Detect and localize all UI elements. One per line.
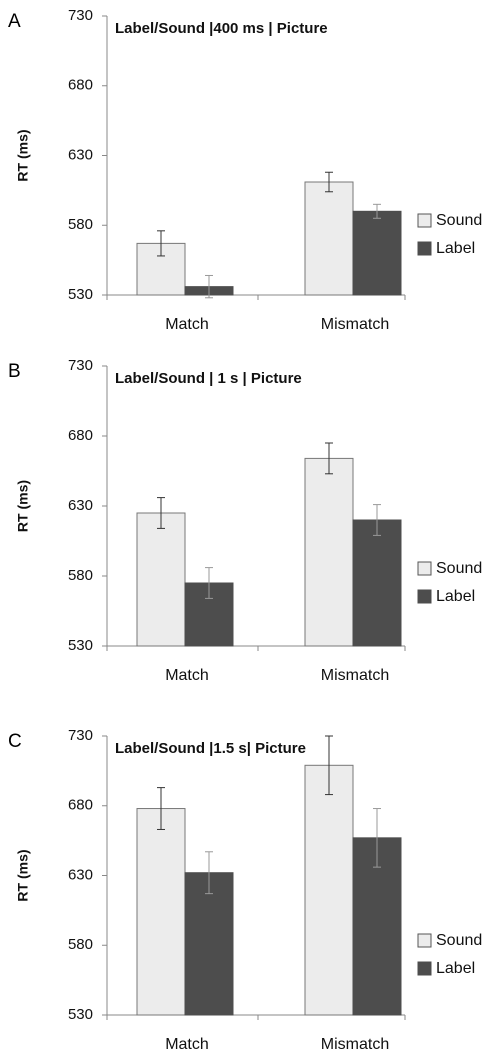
legend-label-label: Label bbox=[436, 588, 475, 605]
chart-panel-b: B Label/Sound | 1 s | Picture 530 580 630 680… bbox=[8, 357, 482, 684]
legend-label-label: Label bbox=[436, 240, 475, 257]
x-category-label: Match bbox=[165, 1036, 209, 1053]
x-category-label: Mismatch bbox=[321, 667, 389, 684]
y-axis-label: RT (ms) bbox=[15, 849, 31, 901]
x-category-label: Mismatch bbox=[321, 1036, 389, 1053]
y-tick-label: 730 bbox=[68, 7, 93, 24]
chart-title: Label/Sound | 1 s | Picture bbox=[115, 370, 302, 387]
y-axis-label: RT (ms) bbox=[15, 480, 31, 532]
x-category-label: Match bbox=[165, 316, 209, 333]
y-tick-label: 680 bbox=[68, 77, 93, 94]
bar-label-mismatch bbox=[352, 519, 402, 647]
y-tick-label: 530 bbox=[68, 637, 93, 654]
y-tick-label: 630 bbox=[68, 866, 93, 883]
legend-swatch-sound bbox=[417, 561, 432, 576]
y-axis-label: RT (ms) bbox=[15, 129, 31, 181]
y-tick-label: 580 bbox=[68, 216, 93, 233]
bar-sound-mismatch bbox=[304, 764, 354, 1016]
legend-swatch-sound bbox=[417, 213, 432, 228]
bar-label-mismatch bbox=[352, 210, 402, 296]
chart-panel-a: A Label/Sound |400 ms | Picture 530 580 630 6… bbox=[8, 7, 482, 333]
y-tick-label: 680 bbox=[68, 427, 93, 444]
y-tick-label: 730 bbox=[68, 357, 93, 374]
legend-swatch-label bbox=[417, 961, 432, 976]
legend-label-sound: Sound bbox=[436, 212, 482, 229]
chart-panel-c: C Label/Sound |1.5 s| Picture 530 580 630 680… bbox=[8, 727, 482, 1053]
y-tick-label: 580 bbox=[68, 567, 93, 584]
y-tick-label: 680 bbox=[68, 797, 93, 814]
x-category-label: Mismatch bbox=[321, 316, 389, 333]
legend-swatch-label bbox=[417, 589, 432, 604]
legend-swatch-label bbox=[417, 241, 432, 256]
y-tick-label: 530 bbox=[68, 286, 93, 303]
bar-sound-match bbox=[136, 808, 186, 1016]
x-category-label: Match bbox=[165, 667, 209, 684]
legend-label-sound: Sound bbox=[436, 560, 482, 577]
y-tick-label: 730 bbox=[68, 727, 93, 744]
bar-sound-mismatch bbox=[304, 181, 354, 296]
panel-letter: B bbox=[8, 361, 21, 382]
y-tick-label: 530 bbox=[68, 1006, 93, 1023]
y-tick-label: 580 bbox=[68, 936, 93, 953]
y-tick-label: 630 bbox=[68, 146, 93, 163]
panel-letter: A bbox=[8, 11, 21, 32]
legend-swatch-sound bbox=[417, 933, 432, 948]
legend-label-sound: Sound bbox=[436, 932, 482, 949]
panel-letter: C bbox=[8, 731, 22, 752]
bar-sound-match bbox=[136, 512, 186, 647]
chart-title: Label/Sound |400 ms | Picture bbox=[115, 20, 328, 37]
y-tick-label: 630 bbox=[68, 497, 93, 514]
legend-label-label: Label bbox=[436, 960, 475, 977]
bar-sound-mismatch bbox=[304, 457, 354, 647]
chart-title: Label/Sound |1.5 s| Picture bbox=[115, 740, 306, 757]
